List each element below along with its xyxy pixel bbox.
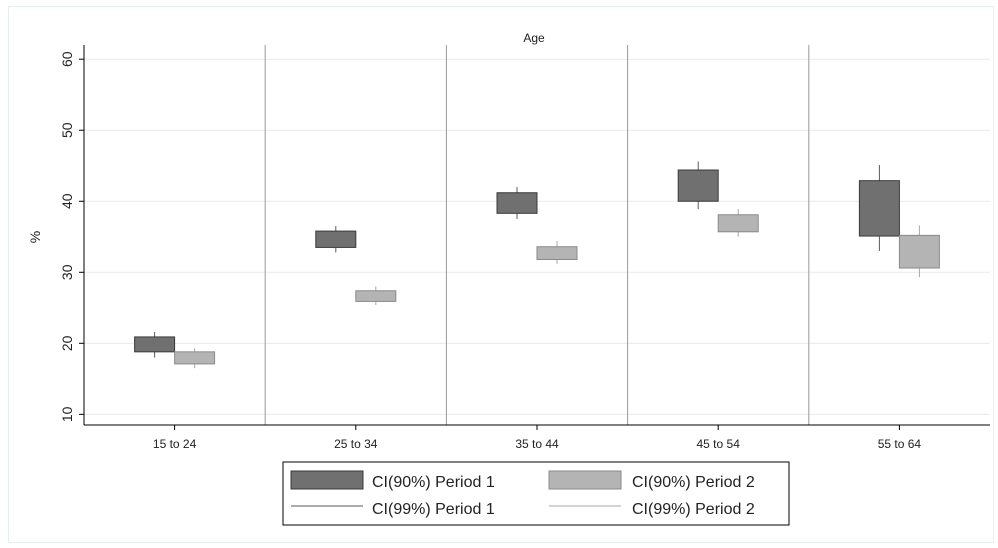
- y-tick-label: 40: [59, 193, 75, 209]
- y-tick-label: 60: [59, 51, 75, 67]
- legend-frame: [282, 461, 790, 526]
- ci90-box: [315, 230, 357, 248]
- ci90-box: [174, 351, 216, 365]
- x-tick-label: 15 to 24: [153, 437, 197, 451]
- ci90-box: [858, 180, 900, 237]
- y-axis-label: %: [27, 231, 43, 243]
- y-tick-label: 30: [59, 264, 75, 280]
- ci90-box: [677, 169, 719, 202]
- ci90-box: [717, 214, 759, 233]
- chart-frame: [8, 6, 994, 543]
- legend-swatch: [548, 470, 622, 490]
- x-tick-label: 35 to 44: [515, 437, 559, 451]
- y-tick-label: 10: [59, 406, 75, 422]
- ci90-box: [355, 290, 397, 302]
- ci90-box: [536, 246, 578, 261]
- ci90-box: [134, 336, 176, 353]
- axes: 10 20 30 40 50 60 15 to 24 25 to 34 35 to 44 45 t…: [59, 45, 990, 451]
- x-tick-label: 25 to 34: [334, 437, 378, 451]
- legend-swatch: [290, 470, 364, 490]
- legend: CI(90%) Period 1 CI(90%) Period 2 CI(99%) …: [282, 461, 790, 526]
- legend-label: CI(99%) Period 2: [632, 501, 755, 518]
- x-tick-label: 45 to 54: [697, 437, 741, 451]
- grid-layer: [84, 58, 990, 415]
- marks: [134, 161, 940, 369]
- ci90-box: [898, 234, 940, 269]
- y-tick-label: 50: [59, 122, 75, 138]
- legend-label: CI(99%) Period 1: [372, 501, 495, 518]
- chart-title: Age: [523, 31, 545, 45]
- ci90-box: [496, 192, 538, 214]
- panel-separators: [264, 45, 810, 425]
- x-tick-label: 55 to 64: [878, 437, 922, 451]
- y-tick-label: 20: [59, 335, 75, 351]
- legend-label: CI(90%) Period 1: [372, 474, 495, 491]
- legend-label: CI(90%) Period 2: [632, 474, 755, 491]
